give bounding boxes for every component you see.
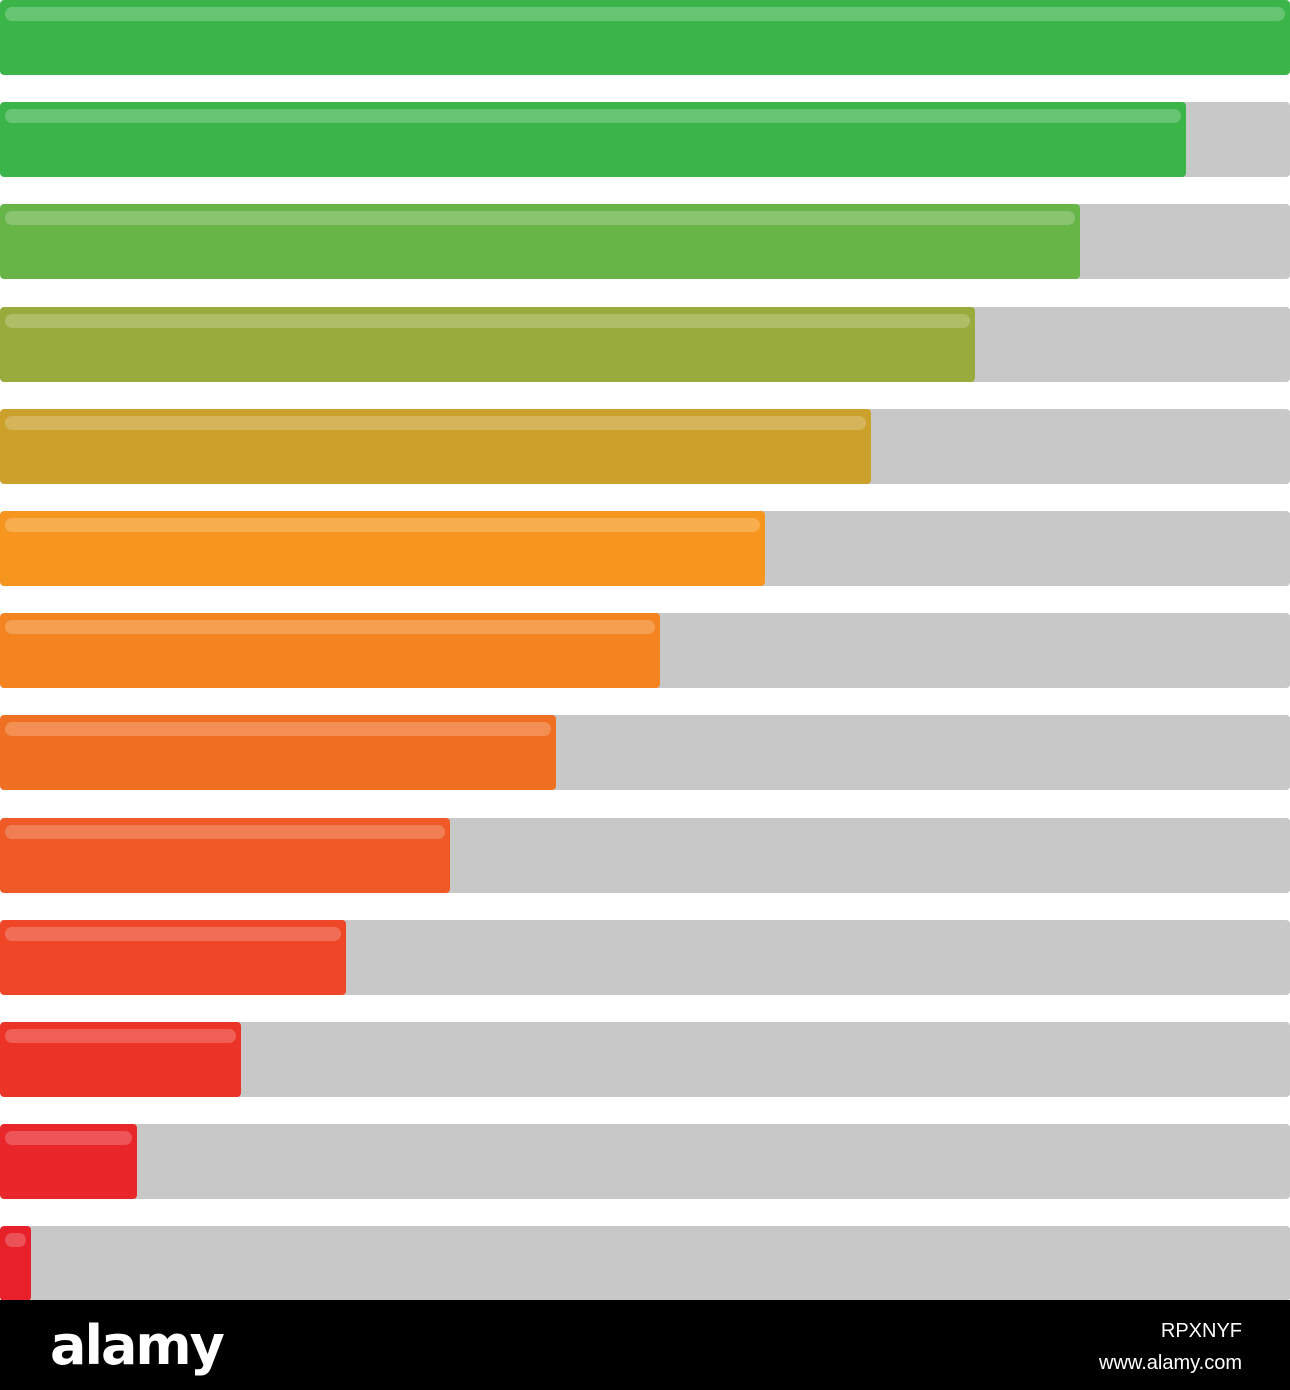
progress-bar-fill [0,613,660,688]
progress-bar-track [0,715,1290,790]
progress-bar-track [0,1226,1290,1301]
progress-bar-highlight [5,927,341,941]
progress-bar-fill [0,0,1290,75]
progress-bar-track [0,204,1290,279]
progress-bar-track [0,1022,1290,1097]
progress-bar-highlight [5,1131,132,1145]
image-id: RPXNYF [1160,1320,1242,1342]
progress-bar-fill [0,818,450,893]
progress-bar-fill [0,1022,241,1097]
progress-bar-highlight [5,620,655,634]
progress-bar-fill [0,307,975,382]
progress-bar-highlight [5,416,866,430]
progress-bar-fill [0,511,765,586]
progress-bar-fill [0,204,1080,279]
progress-bar-fill [0,920,346,995]
progress-bar-highlight [5,109,1181,123]
footer-url: www.alamy.com [1099,1352,1242,1374]
progress-bar-highlight [5,1029,236,1043]
progress-bar-track [0,1124,1290,1199]
progress-bar-highlight [5,314,970,328]
progress-bar-fill [0,1124,137,1199]
progress-bar-track [0,0,1290,75]
progress-bar-track [0,102,1290,177]
progress-bar-track [0,613,1290,688]
progress-bar-highlight [5,7,1285,21]
progress-bar-fill [0,409,871,484]
progress-bar-track [0,409,1290,484]
progress-bar-highlight [5,722,551,736]
progress-bar-highlight [5,825,445,839]
progress-bar-track [0,307,1290,382]
watermark-footer: alamy RPXNYF www.alamy.com [0,1300,1290,1390]
progress-bar-highlight [5,211,1075,225]
progress-bar-track [0,818,1290,893]
progress-bar-fill [0,102,1186,177]
progress-bar-track [0,511,1290,586]
progress-bar-fill [0,1226,31,1301]
progress-bar-track [0,920,1290,995]
progress-bar-stack [0,0,1290,1301]
progress-bar-fill [0,715,556,790]
progress-bar-highlight [5,518,760,532]
progress-bar-highlight [5,1233,26,1247]
alamy-logo: alamy [50,1314,225,1377]
